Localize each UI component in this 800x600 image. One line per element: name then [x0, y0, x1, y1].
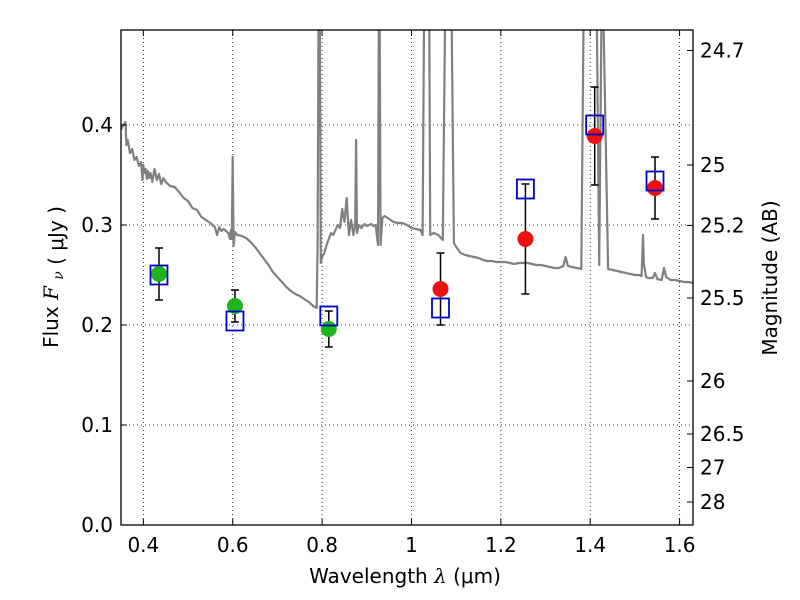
x-tick-label: 0.8	[306, 533, 338, 557]
x-tick-label: 0.6	[217, 533, 249, 557]
model-square	[516, 178, 535, 200]
right-tick-label: 25.5	[700, 286, 745, 310]
y-tick-label: 0.1	[81, 413, 113, 437]
right-tick-label: 25	[700, 153, 725, 177]
y-tick-label: 0.3	[81, 213, 113, 237]
x-axis-symbol: λ	[433, 564, 447, 588]
right-tick-label: 27	[700, 456, 725, 480]
plot-frame	[120, 29, 694, 526]
x-tick-label: 1	[405, 533, 418, 557]
data-point	[586, 128, 603, 144]
x-tick-label: 1.4	[574, 533, 606, 557]
y-axis-symbol: F	[39, 285, 63, 301]
data-point	[320, 321, 337, 337]
y-tick-label: 0.0	[81, 513, 113, 537]
x-axis-title: Wavelength λ (μm)	[309, 564, 501, 588]
model-square	[585, 114, 605, 136]
y-axis-unit: ( μJy )	[44, 206, 68, 265]
x-axis-unit: (μm)	[453, 564, 501, 588]
data-point	[226, 298, 243, 314]
model-square	[225, 310, 245, 332]
x-axis-label: Wavelength	[309, 564, 428, 588]
model-square	[431, 297, 450, 319]
data-point	[432, 281, 449, 297]
data-point	[647, 180, 664, 196]
data-points	[149, 86, 665, 348]
y-tick-label: 0.4	[81, 113, 113, 137]
y-axis-title: Flux F ν ( μJy )	[39, 206, 68, 348]
y-axis-subscript: ν	[51, 271, 67, 280]
right-tick-label: 26.5	[700, 422, 745, 446]
data-point	[517, 231, 534, 247]
right-tick-label: 26	[700, 369, 725, 393]
model-square	[645, 170, 665, 192]
right-axis-title: Magnitude (AB)	[758, 200, 782, 355]
right-tick-label: 24.7	[700, 39, 745, 63]
right-tick-label: 28	[700, 490, 725, 514]
right-tick-label: 25.2	[700, 214, 745, 238]
y-tick-label: 0.2	[81, 313, 113, 337]
data-point	[150, 266, 167, 282]
x-tick-label: 1.2	[485, 533, 517, 557]
model-square	[319, 305, 339, 327]
model-spectrum	[121, 30, 693, 310]
x-tick-label: 0.4	[127, 533, 159, 557]
grid	[121, 30, 693, 525]
model-square	[149, 264, 169, 286]
y-axis-label: Flux	[39, 306, 63, 348]
x-tick-label: 1.6	[664, 533, 696, 557]
axes: 0.4 0.6 0.8 1 1.2 1.4 1.6 0.0 0.1 0.2 0.3 0.4 24.7 25…	[81, 30, 745, 557]
spectrum-line	[121, 30, 693, 310]
